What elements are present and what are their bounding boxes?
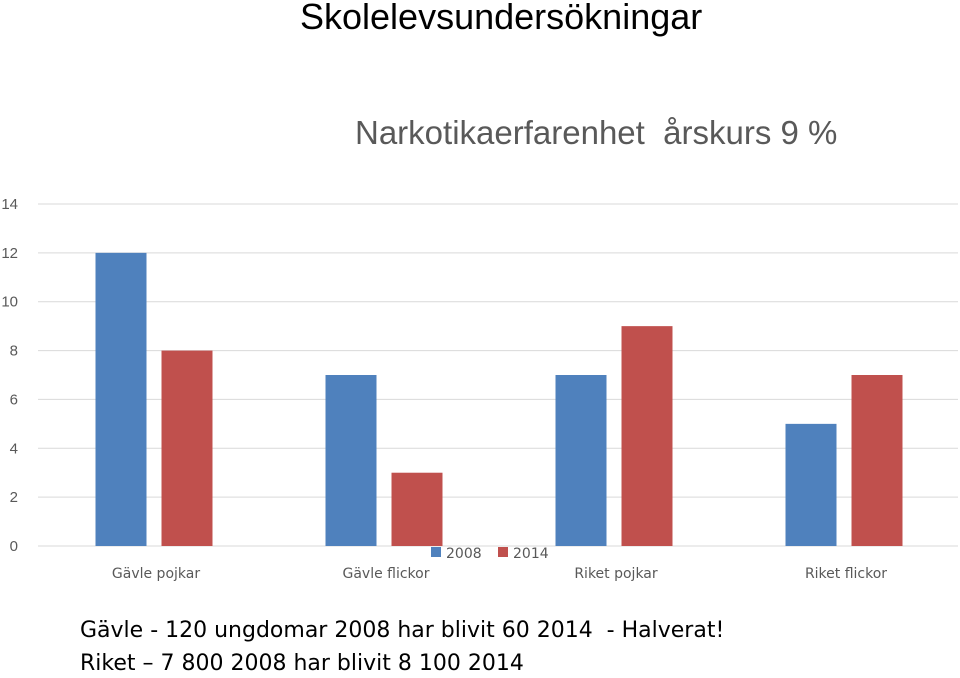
bar-2014-0 [161, 350, 213, 546]
legend: 2008 2014 [431, 546, 549, 562]
y-axis-ticks: 0 2 4 6 8 10 12 14 [1, 196, 18, 555]
bar-2008-2 [555, 375, 607, 546]
note-gavle: Gävle - 120 ungdomar 2008 har blivit 60 … [80, 618, 725, 643]
category-label: Gävle pojkar [112, 566, 200, 582]
legend-swatch-2008 [431, 547, 441, 557]
bar-2008-1 [325, 375, 377, 546]
y-tick-label: 2 [10, 489, 18, 506]
y-tick-label: 8 [10, 343, 18, 360]
bar-2014-2 [621, 326, 673, 546]
y-tick-label: 6 [10, 391, 18, 408]
y-tick-label: 4 [10, 440, 18, 457]
legend-label-2008: 2008 [446, 546, 482, 562]
bar-2014-1 [391, 472, 443, 546]
category-label: Riket pojkar [574, 566, 658, 582]
bar-2014-3 [851, 375, 903, 546]
legend-swatch-2014 [498, 547, 508, 557]
bar-2008-3 [785, 423, 837, 546]
y-tick-label: 0 [10, 538, 18, 555]
y-tick-label: 12 [1, 245, 18, 262]
y-tick-label: 14 [1, 196, 18, 213]
note-riket: Riket – 7 800 2008 har blivit 8 100 2014 [80, 651, 524, 676]
category-label: Gävle flickor [342, 566, 429, 582]
legend-label-2014: 2014 [513, 546, 549, 562]
bars [95, 252, 903, 546]
chart-title: Narkotikaerfarenhet årskurs 9 % [355, 114, 838, 151]
category-label: Riket flickor [805, 566, 887, 582]
x-axis-categories: Gävle pojkar Gävle flickor Riket pojkar Rik… [112, 566, 887, 582]
y-tick-label: 10 [1, 294, 18, 311]
bar-2008-0 [95, 252, 147, 546]
slide-title: Skolelevsundersökningar [300, 0, 703, 37]
bar-chart: 0 2 4 6 8 10 12 14 Gävle pojkar Gävle flickor Rik… [1, 196, 958, 582]
